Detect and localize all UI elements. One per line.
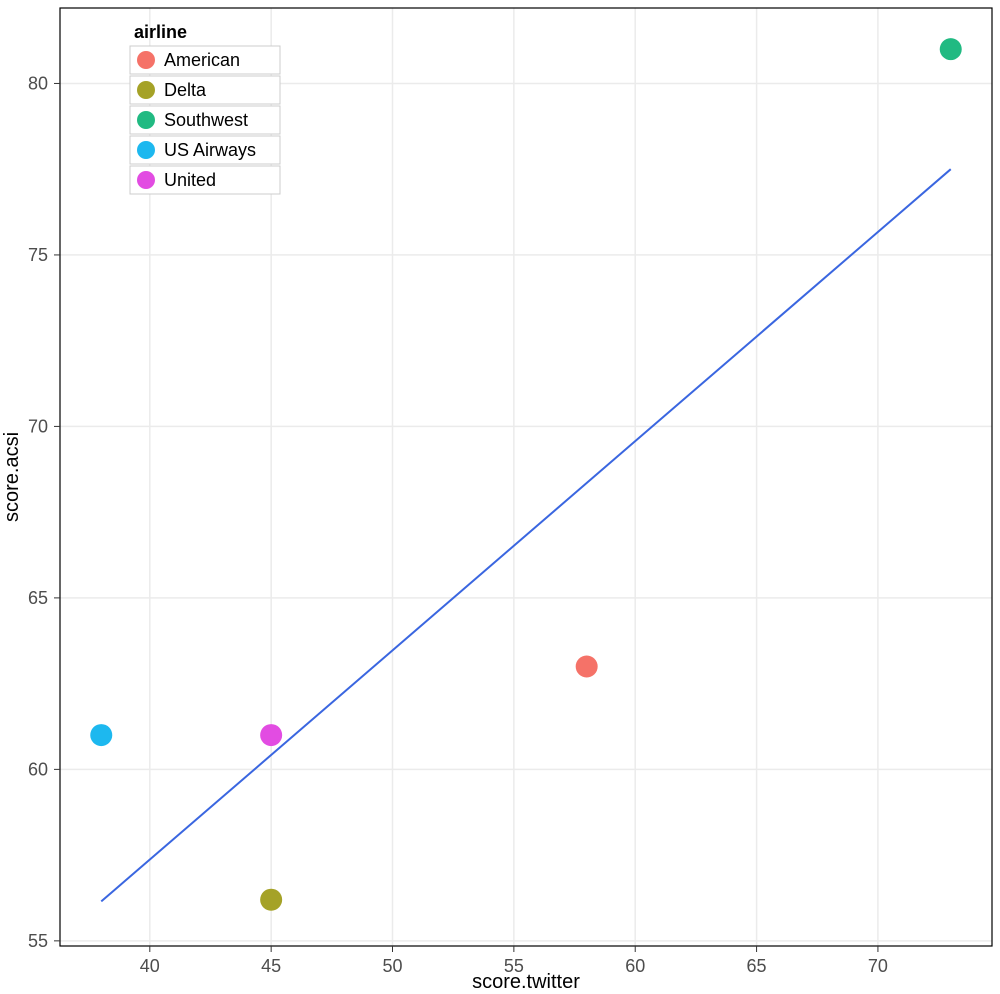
- legend-swatch: [137, 171, 155, 189]
- legend-swatch: [137, 81, 155, 99]
- x-tick-label: 45: [261, 956, 281, 976]
- chart-container: 40455055606570556065707580score.twitters…: [0, 0, 1000, 994]
- legend: airline American Delta Southwest US Airways U…: [130, 22, 280, 194]
- legend-swatch: [137, 141, 155, 159]
- y-tick-label: 55: [28, 931, 48, 951]
- legend-swatch: [137, 51, 155, 69]
- legend-item-label: United: [164, 170, 216, 190]
- legend-item-label: US Airways: [164, 140, 256, 160]
- legend-item-label: American: [164, 50, 240, 70]
- y-tick-label: 60: [28, 759, 48, 779]
- x-tick-label: 60: [625, 956, 645, 976]
- legend-swatch: [137, 111, 155, 129]
- data-point: [90, 724, 112, 746]
- y-axis-label: score.acsi: [1, 432, 23, 522]
- y-tick-label: 65: [28, 588, 48, 608]
- x-tick-label: 40: [140, 956, 160, 976]
- data-point: [576, 655, 598, 677]
- legend-title: airline: [134, 22, 187, 42]
- x-axis-label: score.twitter: [472, 971, 580, 993]
- scatter-chart: 40455055606570556065707580score.twitters…: [0, 0, 1000, 994]
- data-point: [260, 724, 282, 746]
- y-tick-label: 75: [28, 245, 48, 265]
- x-tick-label: 65: [747, 956, 767, 976]
- data-point: [260, 889, 282, 911]
- data-point: [940, 38, 962, 60]
- legend-item-label: Southwest: [164, 110, 248, 130]
- y-tick-label: 80: [28, 73, 48, 93]
- x-tick-label: 70: [868, 956, 888, 976]
- legend-item-label: Delta: [164, 80, 207, 100]
- y-tick-label: 70: [28, 416, 48, 436]
- x-tick-label: 50: [382, 956, 402, 976]
